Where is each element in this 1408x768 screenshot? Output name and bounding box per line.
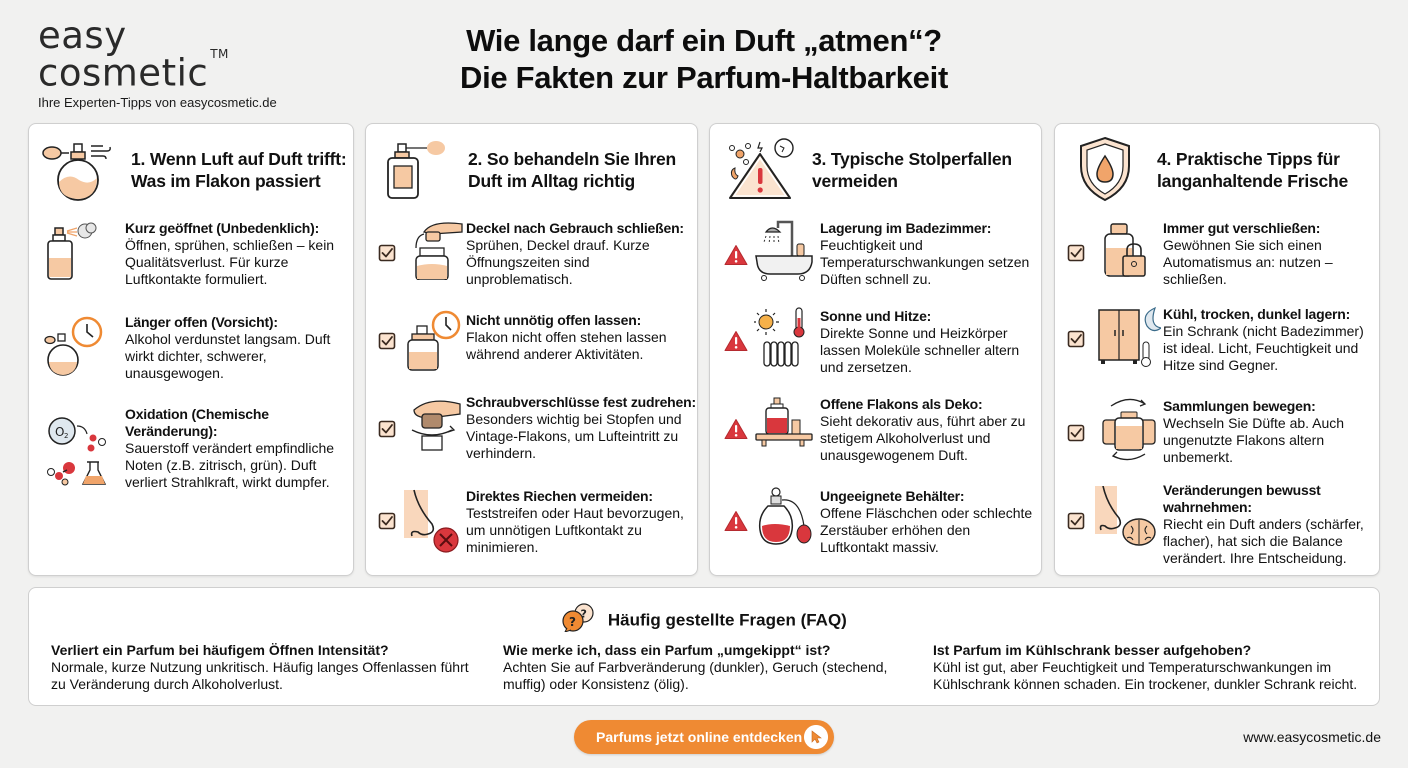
card-title: 2. So behandeln Sie Ihren Duft im Alltag… <box>468 149 676 191</box>
item-text: Sauerstoff verändert empfindliche Noten … <box>125 440 335 490</box>
item-text: Offene Fläschchen oder schlechte Zerstäu… <box>820 505 1033 555</box>
item-text: Sprühen, Deckel drauf. Kurze Öffnungszei… <box>466 237 650 287</box>
checkbox-icon <box>1067 244 1085 262</box>
atomizer-bottle-icon <box>758 487 812 545</box>
item-heading: Kühl, trocken, dunkel lagern: <box>1163 306 1351 322</box>
item-text: Flakon nicht offen stehen lassen während… <box>466 329 667 362</box>
item-heading: Kurz geöffnet (Unbedenklich): <box>125 220 320 236</box>
nose-no-icon <box>404 489 459 553</box>
question-bubbles-icon: ? ? <box>562 603 594 632</box>
perfume-clock-icon <box>44 316 103 376</box>
item-text: Sieht dekorativ aus, führt aber zu steti… <box>820 413 1026 463</box>
faq-answer: Normale, kurze Nutzung unkritisch. Häufi… <box>51 659 469 692</box>
warning-icon <box>724 510 748 532</box>
warning-icon <box>724 330 748 352</box>
cabinet-moon-icon <box>1098 306 1161 367</box>
item-heading: Offene Flakons als Deko: <box>820 396 983 412</box>
hand-closing-lid-icon <box>415 222 463 280</box>
item-text: Wechseln Sie Düfte ab. Auch ungenutzte F… <box>1163 415 1345 465</box>
checkbox-icon <box>378 244 396 262</box>
logo-tagline: Ihre Experten-Tipps von easycosmetic.de <box>38 95 277 111</box>
card-header: 3. Typische Stolperfallen vermeiden <box>720 136 1033 202</box>
logo-wordmark-line2: cosmetic TM <box>38 47 229 95</box>
square-perfume-bottle-icon <box>387 141 445 199</box>
item-heading: Lagerung im Badezimmer: <box>820 220 992 236</box>
card-practical-tips: 4. Praktische Tipps für langanhaltende F… <box>1054 123 1380 576</box>
perfume-atomizer-air-icon <box>42 143 111 201</box>
checkbox-icon <box>1067 424 1085 442</box>
bottle-clock-icon <box>407 310 461 371</box>
oxygen-molecule-icon: O 2 <box>47 417 107 486</box>
faq-answer: Kühl ist gut, aber Feuchtigkeit und Temp… <box>933 659 1358 692</box>
svg-text:?: ? <box>581 608 587 621</box>
card-title: 1. Wenn Luft auf Duft trifft: Was im Fla… <box>131 149 347 191</box>
discover-perfumes-button[interactable]: Parfums jetzt online entdecken <box>574 720 834 754</box>
item-text: Gewöhnen Sie sich einen Automatismus an:… <box>1163 237 1333 287</box>
checkbox-icon <box>378 512 396 530</box>
faq-item: Verliert ein Parfum bei häufigem Öffnen … <box>51 642 471 693</box>
spray-bottle-icon <box>47 222 97 280</box>
checkbox-icon <box>378 332 396 350</box>
faq-item: Wie merke ich, dass ein Parfum „umgekipp… <box>503 642 903 693</box>
cursor-icon <box>804 725 828 749</box>
svg-text:?: ? <box>569 615 576 629</box>
item-heading: Nicht unnötig offen lassen: <box>466 312 642 328</box>
checkbox-icon <box>1067 330 1085 348</box>
faq-answer: Achten Sie auf Farbveränderung (dunkler)… <box>503 659 888 692</box>
nose-brain-icon <box>1095 486 1156 546</box>
faq-section: ? ? Häufig gestellte Fragen (FAQ) Verlie… <box>28 587 1380 706</box>
card-daily-handling: 2. So behandeln Sie Ihren Duft im Alltag… <box>365 123 698 576</box>
trademark-symbol: TM <box>210 47 229 61</box>
checkbox-icon <box>1067 512 1085 530</box>
item-heading: Sonne und Hitze: <box>820 308 932 324</box>
item-text: Öffnen, sprühen, schließen – kein Qualit… <box>125 237 335 287</box>
card-air-meets-scent: 1. Wenn Luft auf Duft trifft: Was im Fla… <box>28 123 354 576</box>
item-text: Teststreifen oder Haut bevorzugen, um un… <box>466 505 684 555</box>
card-header: 2. So behandeln Sie Ihren Duft im Alltag… <box>376 136 689 202</box>
warning-icon <box>724 418 748 440</box>
svg-text:2: 2 <box>64 432 68 440</box>
warning-icon <box>724 244 748 266</box>
bathtub-icon <box>755 220 813 281</box>
website-link[interactable]: www.easycosmetic.de <box>1243 729 1381 745</box>
item-text: Alkohol verdunstet langsam. Duft wirkt d… <box>125 331 331 381</box>
warning-triangle-icon <box>729 138 794 199</box>
item-text: Direkte Sonne und Heizkörper lassen Mole… <box>820 325 1020 375</box>
item-text: Besonders wichtig bei Stopfen und Vintag… <box>466 411 682 461</box>
checkbox-icon <box>378 420 396 438</box>
rotate-bottles-icon <box>1102 398 1156 461</box>
faq-question: Ist Parfum im Kühlschrank besser aufgeho… <box>933 642 1252 658</box>
card-title: 4. Praktische Tipps für langanhaltende F… <box>1157 149 1349 191</box>
item-heading: Immer gut verschließen: <box>1163 220 1321 236</box>
item-text: Riecht ein Duft anders (schärfer, flache… <box>1163 516 1364 566</box>
item-heading: Ungeeignete Behälter: <box>820 488 965 504</box>
item-heading: Deckel nach Gebrauch schließen: <box>466 220 684 236</box>
card-header: 4. Praktische Tipps für langanhaltende F… <box>1065 136 1371 202</box>
shelf-bottle-icon <box>755 397 813 447</box>
card-header: 1. Wenn Luft auf Duft trifft: Was im Fla… <box>39 136 347 202</box>
svg-text:O: O <box>55 425 64 439</box>
faq-title: ? ? Häufig gestellte Fragen (FAQ) <box>29 603 1379 636</box>
item-heading: Sammlungen bewegen: <box>1163 398 1316 414</box>
bottle-lock-icon <box>1104 223 1146 277</box>
item-text: Ein Schrank (nicht Badezimmer) ist ideal… <box>1163 323 1364 373</box>
item-heading: Oxidation (Chemische Veränderung): <box>125 406 269 439</box>
item-heading: Direktes Riechen vermeiden: <box>466 488 653 504</box>
item-heading: Länger offen (Vorsicht): <box>125 314 278 330</box>
faq-question: Verliert ein Parfum bei häufigem Öffnen … <box>51 642 389 658</box>
page-title: Wie lange darf ein Duft „atmen“? Die Fak… <box>460 23 948 95</box>
logo: easy cosmetic TM Ihre Experten-Tipps von … <box>38 14 277 111</box>
sun-heat-radiator-icon <box>754 307 805 367</box>
faq-item: Ist Parfum im Kühlschrank besser aufgeho… <box>933 642 1373 693</box>
item-text: Feuchtigkeit und Temperaturschwankungen … <box>820 237 1030 287</box>
logo-wordmark-line1: easy <box>38 14 127 57</box>
card-pitfalls: 3. Typische Stolperfallen vermeiden Lage… <box>709 123 1042 576</box>
item-heading: Veränderungen bewusst wahrnehmen: <box>1163 482 1321 515</box>
card-title: 3. Typische Stolperfallen vermeiden <box>812 149 1012 191</box>
screw-cap-icon <box>411 400 461 451</box>
item-heading: Schraubverschlüsse fest zudrehen: <box>466 394 696 410</box>
shield-drop-icon <box>1080 136 1130 202</box>
faq-question: Wie merke ich, dass ein Parfum „umgekipp… <box>503 642 831 658</box>
